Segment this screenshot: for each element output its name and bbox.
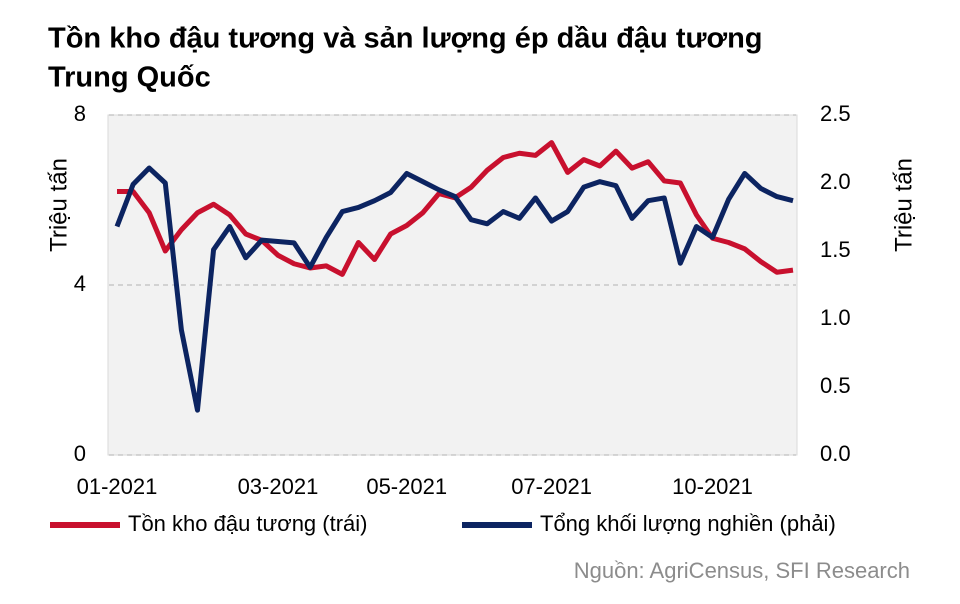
y2-tick-label: 2.5	[820, 101, 851, 126]
legend-label: Tồn kho đậu tương (trái)	[128, 511, 368, 536]
y-tick-label: 8	[74, 101, 86, 126]
x-tick-label: 10-2021	[672, 474, 753, 499]
x-tick-label: 05-2021	[366, 474, 447, 499]
chart-subtitle: Trung Quốc	[48, 62, 211, 94]
y-tick-label: 0	[74, 441, 86, 466]
y2-axis-title: Triệu tấn	[890, 158, 917, 252]
y-tick-label: 4	[74, 271, 86, 296]
x-tick-label: 07-2021	[511, 474, 592, 499]
y2-tick-label: 2.0	[820, 169, 851, 194]
y2-tick-label: 1.0	[820, 305, 851, 330]
chart-title: Tồn kho đậu tương và sản lượng ép dầu đậ…	[48, 23, 763, 55]
legend-label: Tổng khối lượng nghiền (phải)	[540, 511, 836, 536]
y-axis-title: Triệu tấn	[45, 158, 72, 252]
y2-tick-label: 1.5	[820, 237, 851, 262]
source-note: Nguồn: AgriCensus, SFI Research	[574, 558, 910, 583]
series-line	[114, 165, 794, 413]
y2-tick-label: 0.0	[820, 441, 851, 466]
y2-tick-label: 0.5	[820, 373, 851, 398]
x-tick-label: 01-2021	[77, 474, 158, 499]
x-tick-label: 03-2021	[238, 474, 319, 499]
